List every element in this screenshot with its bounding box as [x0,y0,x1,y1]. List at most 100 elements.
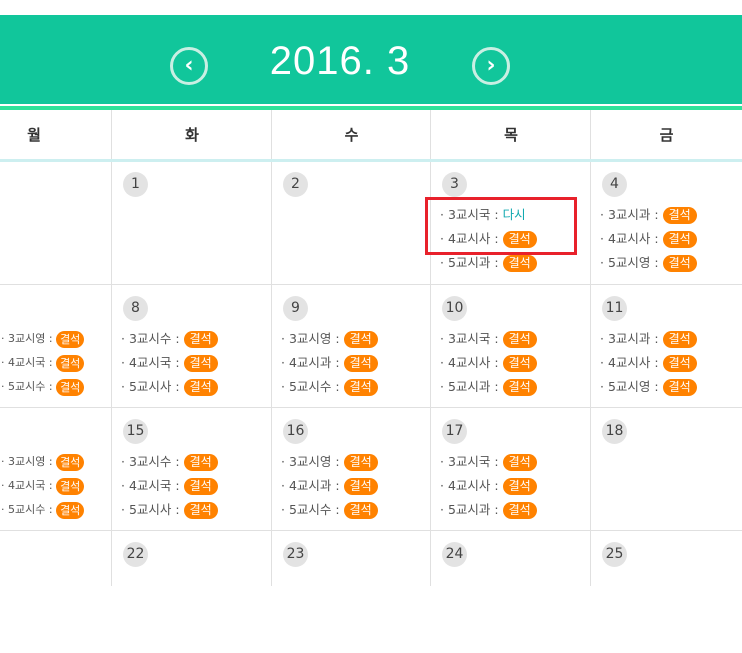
day-number: 1 [123,172,148,197]
attendance-entry[interactable]: · 4교시사 : 결석 [600,353,697,373]
absent-badge: 결석 [343,454,378,471]
attendance-entry[interactable]: · 5교시과 : 결석 [440,377,537,397]
day-cell[interactable]: 23 [272,530,431,653]
attendance-entry[interactable]: · 3교시영 : 결석 [1,329,85,349]
absent-badge: 결석 [662,255,697,272]
period-label: · 5교시과 : [440,502,499,517]
attendance-entry[interactable]: · 5교시영 : 결석 [600,253,697,273]
attendance-entry[interactable]: · 4교시국 : 결석 [1,353,85,373]
day-cell[interactable]: · 3교시영 : 결석 · 4교시국 : 결석 · 5교시수 : 결석 [0,407,112,530]
attendance-entry[interactable]: · 5교시과 : 결석 [440,500,537,520]
next-month-button[interactable]: › [472,47,510,85]
attendance-entry[interactable]: · 4교시국 : 결석 [121,353,218,373]
day-cell[interactable]: 15 · 3교시수 : 결석 · 4교시국 : 결석 · 5교시사 : 결석 [112,407,272,530]
attendance-entry[interactable]: · 3교시국 : 결석 [440,329,537,349]
absent-badge: 결석 [183,478,218,495]
day-cell[interactable]: · 3교시영 : 결석 · 4교시국 : 결석 · 5교시수 : 결석 [0,284,112,407]
attendance-entry[interactable]: · 3교시과 : 결석 [600,205,697,225]
day-cell[interactable] [0,160,112,283]
row-divider [0,530,742,531]
attendance-entry[interactable]: · 4교시사 : 결석 [440,229,537,249]
attendance-entry[interactable]: · 4교시사 : 결석 [600,229,697,249]
day-column [112,110,272,586]
day-cell[interactable]: 8 · 3교시수 : 결석 · 4교시국 : 결석 · 5교시사 : 결석 [112,284,272,407]
attendance-entry[interactable]: · 3교시영 : 결석 [1,452,85,472]
day-number: 24 [442,542,467,567]
absent-badge: 결석 [662,231,697,248]
period-label: · 3교시국 : [440,207,499,222]
attendance-entry[interactable]: · 5교시사 : 결석 [121,377,218,397]
attendance-entry[interactable]: · 3교시수 : 결석 [121,329,218,349]
attendance-entry[interactable]: · 5교시수 : 결석 [1,377,85,397]
row-divider [0,407,742,408]
period-label: · 3교시국 : [440,331,499,346]
day-cell[interactable] [0,530,112,653]
absent-badge: 결석 [502,331,537,348]
period-label: · 5교시과 : [440,255,499,270]
attendance-entry[interactable]: · 4교시사 : 결석 [440,353,537,373]
attendance-entry[interactable]: · 3교시국 : 결석 [440,452,537,472]
prev-month-button[interactable]: ‹ [170,47,208,85]
absent-badge: 결석 [662,379,697,396]
period-label: · 3교시국 : [440,454,499,469]
day-cell[interactable]: 24 [431,530,591,653]
absent-badge: 결석 [502,502,537,519]
day-cell[interactable]: 25 [591,530,742,653]
day-cell[interactable]: 9 · 3교시영 : 결석 · 4교시과 : 결석 · 5교시수 : 결석 [272,284,431,407]
day-cell[interactable]: 17 · 3교시국 : 결석 · 4교시사 : 결석 · 5교시과 : 결석 [431,407,591,530]
day-number: 15 [123,419,148,444]
weekday-header: 목 [504,126,518,144]
period-label: · 3교시영 : [1,332,53,345]
period-label: · 3교시수 : [121,454,180,469]
day-column [0,110,112,586]
day-number: 10 [442,296,467,321]
absent-badge: 결석 [56,501,85,519]
day-cell[interactable]: 2 [272,160,431,283]
day-cell[interactable]: 4 · 3교시과 : 결석 · 4교시사 : 결석 · 5교시영 : 결석 [591,160,742,283]
attendance-entry[interactable]: · 3교시과 : 결석 [600,329,697,349]
attendance-entry[interactable]: · 5교시과 : 결석 [440,253,537,273]
attendance-entry[interactable]: · 3교시수 : 결석 [121,452,218,472]
attendance-entry[interactable]: · 5교시수 : 결석 [281,377,378,397]
period-label: · 5교시영 : [600,255,659,270]
absent-badge: 결석 [56,378,85,396]
attendance-entry[interactable]: · 4교시국 : 결석 [1,476,85,496]
day-cell[interactable]: 1 [112,160,272,283]
absent-badge: 결석 [343,331,378,348]
absent-badge: 결석 [56,477,85,495]
absent-badge: 결석 [56,354,85,372]
period-label: · 3교시수 : [121,331,180,346]
absent-badge: 결석 [502,355,537,372]
weekday-header: 수 [344,126,359,144]
attendance-entry[interactable]: · 4교시과 : 결석 [281,476,378,496]
weekday-header: 화 [185,126,199,144]
attendance-entry[interactable]: · 5교시수 : 결석 [281,500,378,520]
period-label: · 4교시국 : [121,355,180,370]
period-label: · 3교시과 : [600,331,659,346]
attendance-entry[interactable]: · 5교시사 : 결석 [121,500,218,520]
day-cell[interactable]: 22 [112,530,272,653]
attendance-entry[interactable]: · 3교시국 : 다시 [440,205,526,225]
attendance-entry[interactable]: · 5교시영 : 결석 [600,377,697,397]
attendance-entry[interactable]: · 4교시사 : 결석 [440,476,537,496]
absent-badge: 결석 [183,454,218,471]
period-label: · 4교시과 : [281,355,340,370]
attendance-entry[interactable]: · 4교시국 : 결석 [121,476,218,496]
period-label: · 5교시수 : [281,379,340,394]
period-label: · 4교시국 : [1,356,53,369]
absent-badge: 결석 [343,379,378,396]
attendance-entry[interactable]: · 3교시영 : 결석 [281,329,378,349]
day-cell[interactable]: 18 [591,407,742,530]
chevron-left-icon: ‹ [184,53,194,78]
period-label: · 4교시사 : [600,355,659,370]
day-cell[interactable]: 11 · 3교시과 : 결석 · 4교시사 : 결석 · 5교시영 : 결석 [591,284,742,407]
day-cell[interactable]: 16 · 3교시영 : 결석 · 4교시과 : 결석 · 5교시수 : 결석 [272,407,431,530]
day-cell[interactable]: 3 · 3교시국 : 다시 · 4교시사 : 결석 · 5교시과 : 결석 [431,160,591,283]
attendance-entry[interactable]: · 5교시수 : 결석 [1,500,85,520]
attendance-entry[interactable]: · 3교시영 : 결석 [281,452,378,472]
period-label: · 3교시영 : [1,455,53,468]
attendance-entry[interactable]: · 4교시과 : 결석 [281,353,378,373]
period-label: · 3교시과 : [600,207,659,222]
day-cell[interactable]: 10 · 3교시국 : 결석 · 4교시사 : 결석 · 5교시과 : 결석 [431,284,591,407]
period-label: · 3교시영 : [281,454,340,469]
